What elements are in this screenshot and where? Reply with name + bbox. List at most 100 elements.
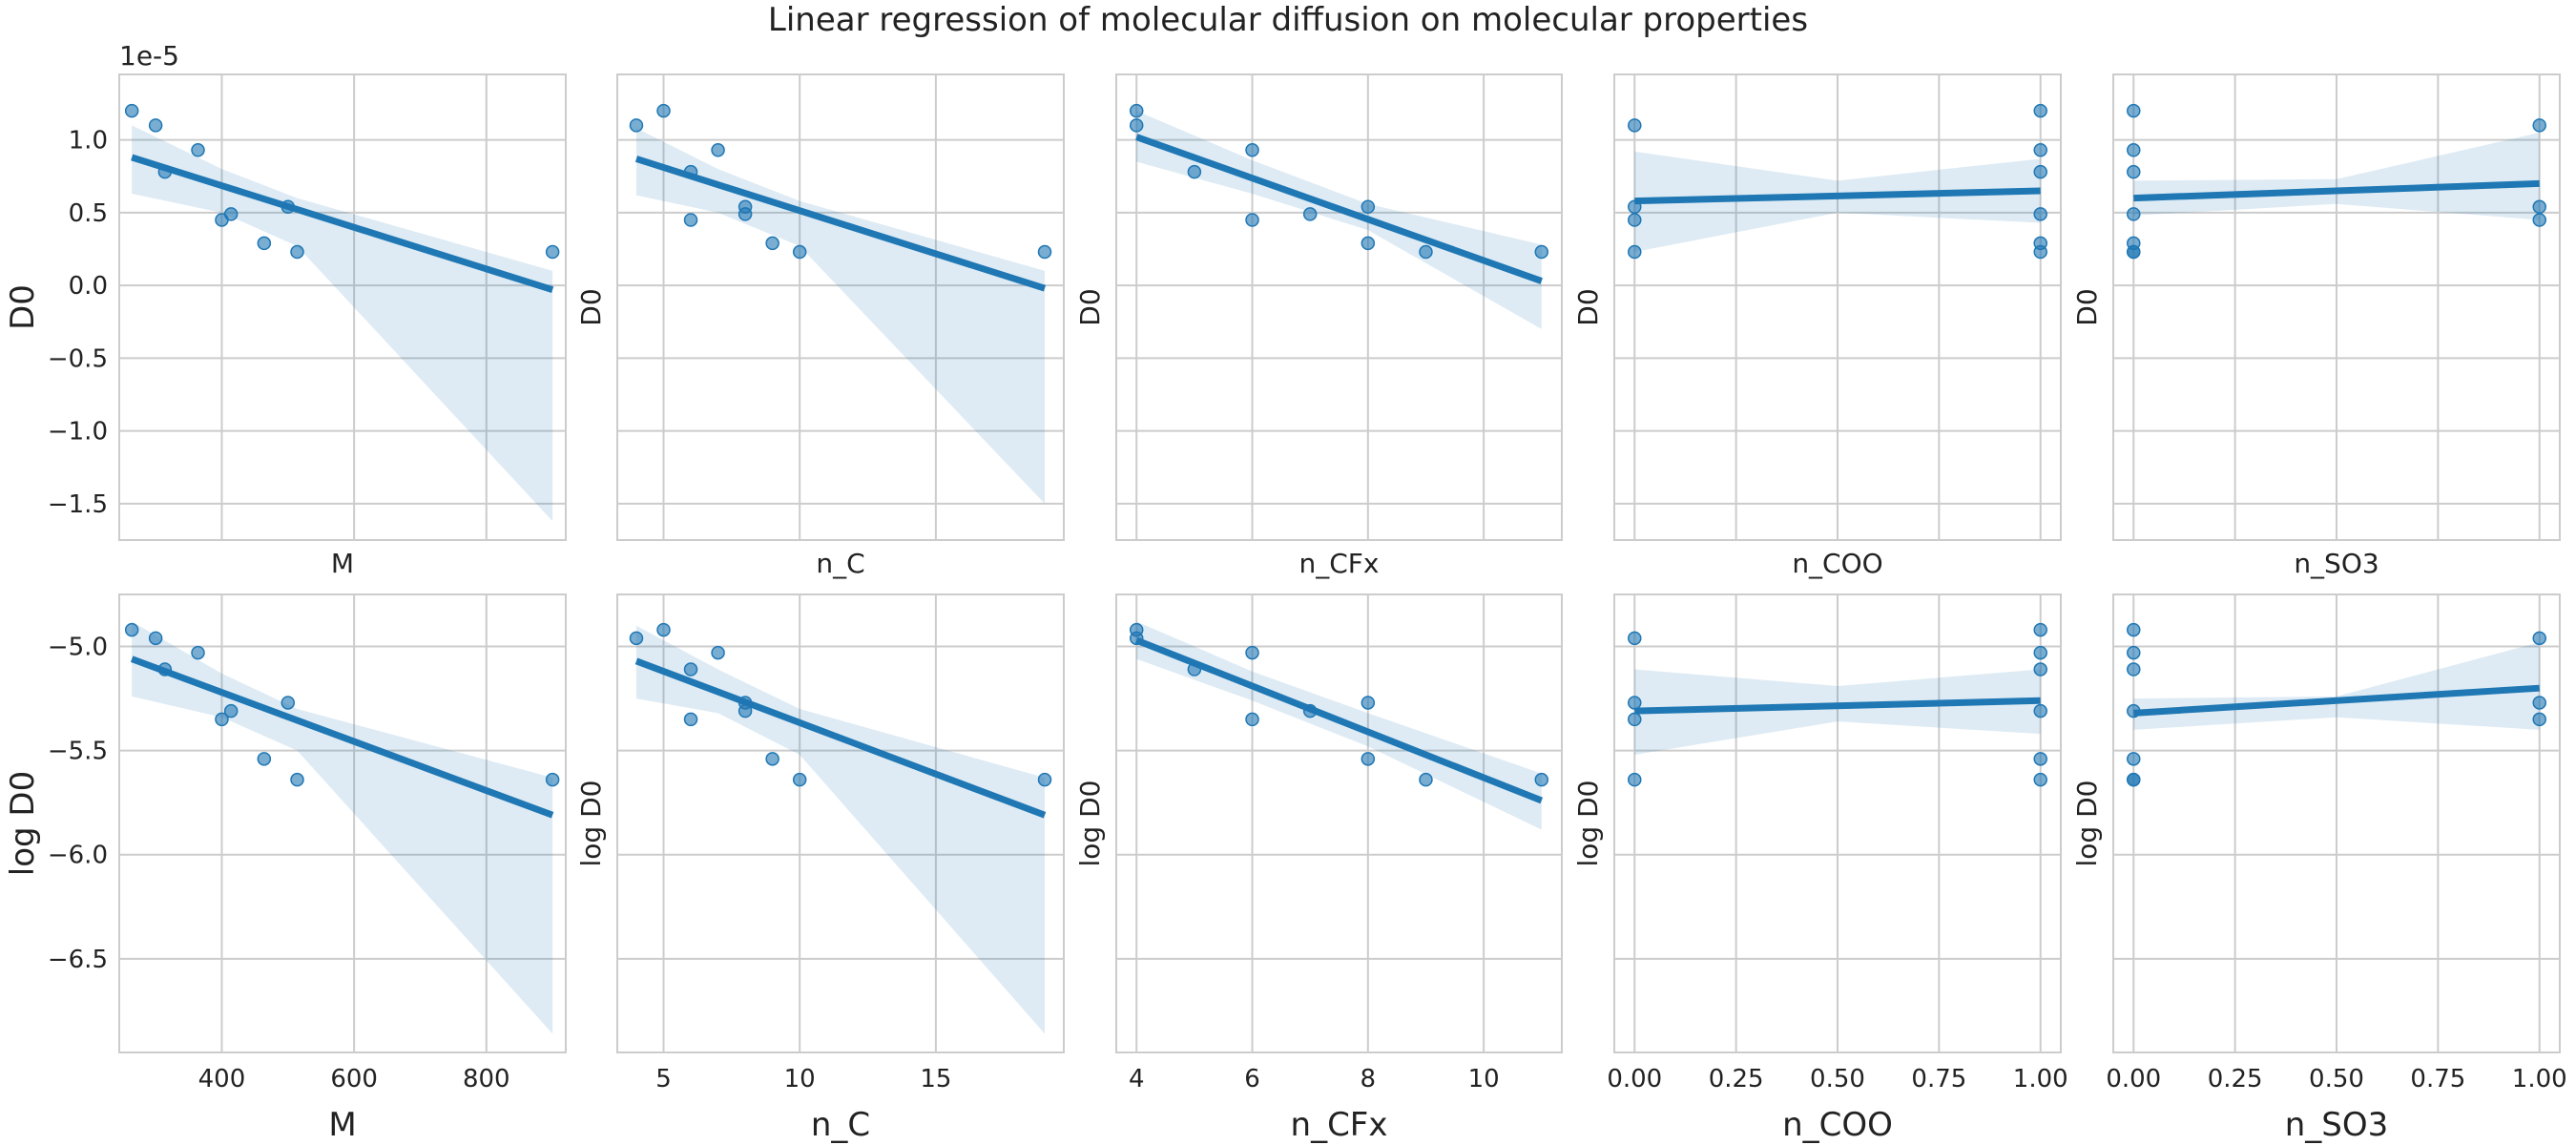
data-point <box>2033 622 2047 637</box>
x-tick-label: 600 <box>330 1065 378 1093</box>
y-axis-label: log D0 <box>2071 781 2103 867</box>
y-axis-label: log D0 <box>1572 781 1604 867</box>
data-point <box>545 772 560 787</box>
data-point <box>1628 213 1642 227</box>
data-point <box>1245 143 1259 157</box>
regression-line <box>1134 636 1544 804</box>
data-point <box>191 645 205 660</box>
x-axis-label: n_C <box>816 548 864 579</box>
confidence-band <box>1136 621 1542 830</box>
data-point <box>2033 752 2047 766</box>
x-axis-label: n_CFx <box>1291 1106 1388 1144</box>
y-tick-label: −1.5 <box>48 490 108 519</box>
x-axis-label: n_CFx <box>1299 548 1380 579</box>
axes-frame <box>2112 73 2561 541</box>
y-tick-label: 1.0 <box>69 127 108 156</box>
y-axis-offset-label: 1e-5 <box>119 40 179 72</box>
data-point <box>2127 752 2141 766</box>
y-tick-label: 0.0 <box>69 272 108 301</box>
panel-d0-vs-n-coo: n_COO D0 <box>1572 73 2062 579</box>
data-point <box>1302 207 1318 221</box>
data-point <box>2127 164 2141 179</box>
data-point <box>2127 244 2141 260</box>
data-point <box>2033 645 2047 660</box>
x-tick-label: 6 <box>1244 1065 1260 1093</box>
data-point <box>2532 696 2546 710</box>
x-axis-label: n_SO3 <box>2294 548 2379 579</box>
data-point <box>1361 696 1376 710</box>
axes-frame <box>2112 593 2561 1053</box>
regression-line <box>131 154 554 294</box>
data-point <box>1419 772 1433 787</box>
data-point <box>1037 244 1052 260</box>
x-tick-label: 4 <box>1129 1065 1145 1093</box>
data-point <box>2127 662 2141 677</box>
x-tick-label: 800 <box>463 1065 510 1093</box>
data-point <box>223 207 239 221</box>
panel-d0-vs-n-so3: n_SO3 D0 <box>2071 73 2561 579</box>
regression-line <box>130 656 554 819</box>
x-tick-label: 0.25 <box>2208 1065 2263 1093</box>
x-tick-label: 0.75 <box>1911 1065 1966 1093</box>
confidence-band <box>635 128 1046 504</box>
regression-line <box>1135 134 1543 284</box>
data-point <box>1302 703 1318 718</box>
x-tick-label: 0.00 <box>2106 1065 2161 1093</box>
y-axis-label: D0 <box>2071 288 2103 325</box>
y-tick-label: −6.5 <box>48 946 108 974</box>
x-tick-label: 15 <box>920 1065 951 1093</box>
x-tick-label: 10 <box>784 1065 816 1093</box>
data-point <box>290 244 304 260</box>
confidence-band <box>635 625 1046 1034</box>
data-point <box>629 631 644 646</box>
regression-line <box>634 657 1047 819</box>
data-point <box>2127 103 2141 118</box>
data-point <box>1245 213 1259 227</box>
data-point <box>124 622 139 637</box>
data-point <box>2127 622 2141 637</box>
data-point <box>2127 207 2141 221</box>
data-point <box>290 772 304 787</box>
y-tick-label: −5.5 <box>48 738 108 766</box>
data-point <box>629 118 644 133</box>
data-point <box>683 662 698 677</box>
data-point <box>1037 772 1052 787</box>
data-point <box>157 662 173 677</box>
panel-log-d0-vs-n-cfx: 4 6 8 10 n_CFx log D0 <box>1074 593 1563 1144</box>
data-point <box>280 199 296 215</box>
data-point <box>683 712 698 727</box>
data-point <box>765 236 779 251</box>
data-point <box>2033 103 2047 118</box>
y-axis-label: D0 <box>4 284 42 330</box>
x-tick-label: 0.75 <box>2410 1065 2465 1093</box>
data-point <box>2033 164 2047 179</box>
x-tick-label: 0.00 <box>1607 1065 1662 1093</box>
data-point <box>2033 143 2047 157</box>
data-point <box>711 143 725 157</box>
x-axis-label: n_COO <box>1792 548 1882 579</box>
data-point <box>1628 712 1642 727</box>
data-point <box>2532 213 2546 227</box>
data-point <box>1534 244 1549 260</box>
axes-frame <box>1613 593 2062 1053</box>
y-tick-label: −5.0 <box>48 634 108 662</box>
data-point <box>737 199 753 215</box>
confidence-band <box>1634 151 2041 253</box>
regression-line <box>1634 187 2041 205</box>
data-point <box>2127 143 2141 157</box>
data-point <box>215 712 229 727</box>
data-point <box>157 164 173 179</box>
data-point <box>223 703 239 718</box>
y-axis-label: D0 <box>1572 288 1604 325</box>
panel-d0-vs-n-cfx: n_CFx D0 <box>1074 73 1563 579</box>
panel-d0-vs-n-c: n_C D0 <box>575 73 1065 579</box>
data-point <box>1628 772 1642 787</box>
data-point <box>2033 207 2047 221</box>
data-point <box>2033 244 2047 260</box>
data-point <box>191 143 205 157</box>
y-axis-label: log D0 <box>4 771 42 876</box>
data-point <box>1628 118 1642 133</box>
data-point <box>1361 199 1376 215</box>
